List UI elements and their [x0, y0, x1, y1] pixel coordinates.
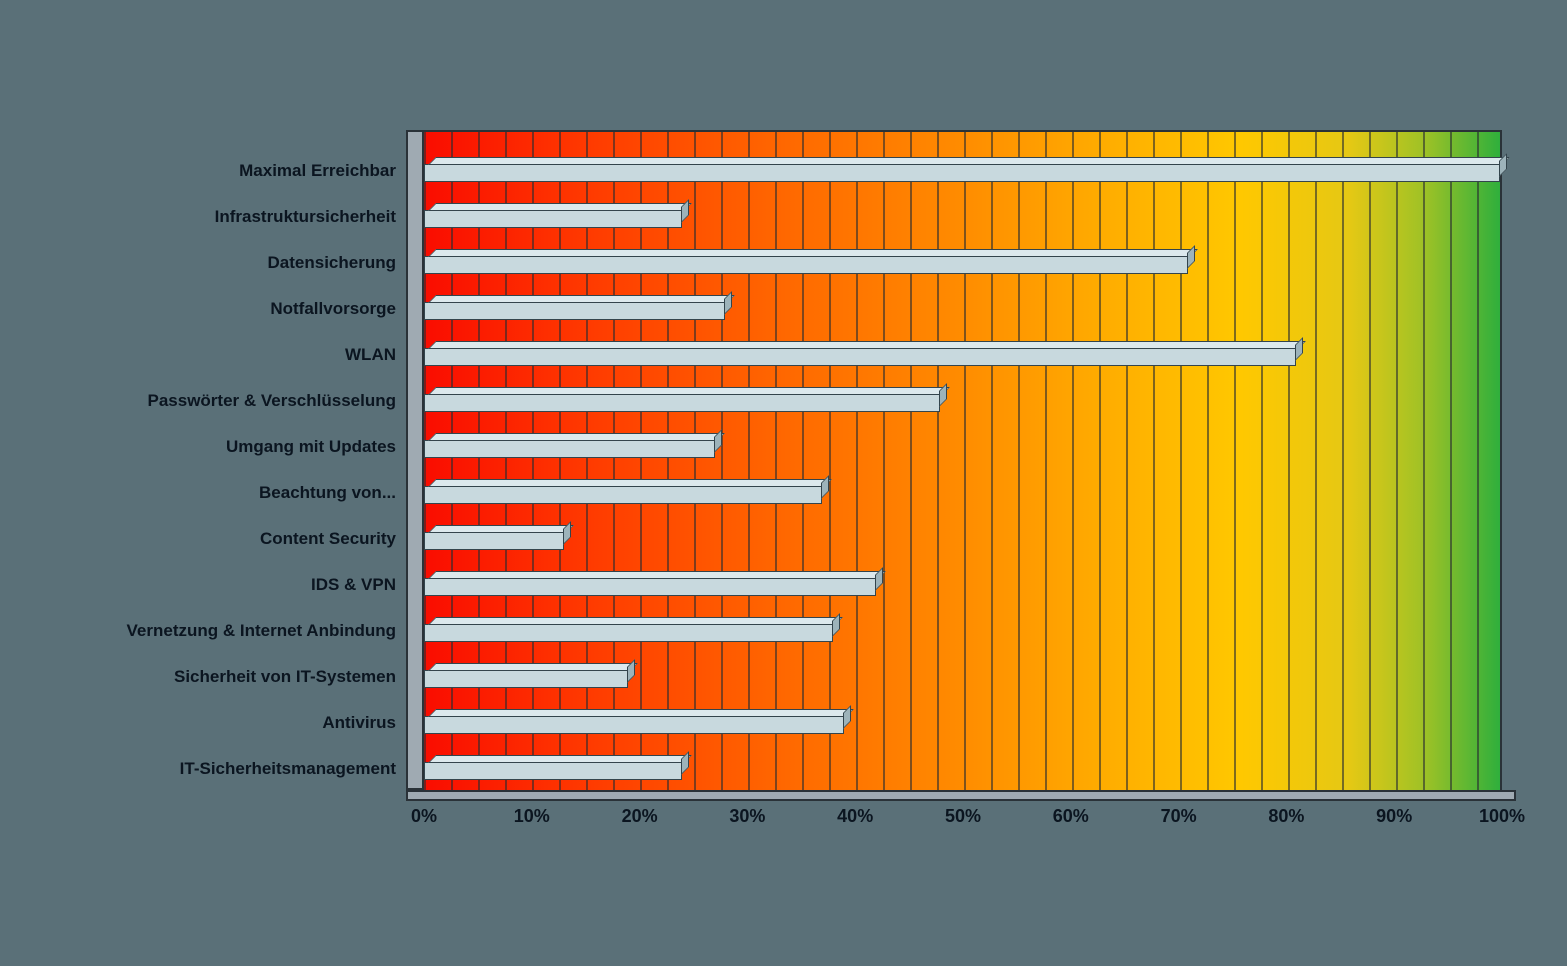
x-tick-label-20: 20%: [621, 806, 658, 826]
x-tick-label-50: 50%: [944, 806, 982, 826]
x-tick-label-80: 80%: [1268, 806, 1305, 826]
category-labels: Maximal Erreichbar Infrastruktursicherhei…: [0, 0, 410, 966]
bar-datensicherung: [424, 256, 1188, 274]
bar-wlan: [424, 348, 1296, 366]
category-label-content-security: Content Security: [259, 529, 396, 548]
category-label-umgang-mit-updates: Umgang mit Updates: [225, 437, 396, 456]
bar-it-sicherheitsmanagement: [424, 762, 683, 780]
bar-maximal-erreichbar: [424, 164, 1500, 182]
x-tick-label-0: 0%: [410, 806, 438, 826]
plot-area: [424, 130, 1502, 790]
category-label-wlan: WLAN: [345, 345, 396, 364]
bar-content-security: [424, 532, 564, 550]
category-label-it-sicherheitsmanagement: IT-Sicherheitsmanagement: [179, 759, 396, 778]
x-axis: 0% 10% 20% 30% 40% 50% 60% 70% 80% 90% 100%: [411, 806, 1525, 836]
bar-ids-vpn: [424, 578, 876, 596]
chart-floor: [406, 790, 1516, 801]
category-label-vernetzung-internet-anbindung: Vernetzung & Internet Anbindung: [126, 621, 396, 640]
x-tick-label-30: 30%: [729, 806, 766, 826]
x-tick-label-10: 10%: [513, 806, 550, 826]
category-label-beachtung-von: Beachtung von...: [259, 483, 396, 502]
category-label-antivirus: Antivirus: [322, 713, 396, 732]
x-tick-label-90: 90%: [1376, 806, 1413, 826]
bar-umgang-mit-updates: [424, 440, 715, 458]
category-label-infrastruktursicherheit: Infrastruktursicherheit: [214, 207, 396, 226]
category-label-datensicherung: Datensicherung: [267, 253, 396, 272]
left-wall: [406, 130, 424, 790]
category-label-ids-vpn: IDS & VPN: [310, 575, 396, 594]
x-tick-label-100: 100%: [1478, 806, 1526, 826]
category-label-sicherheit-von-it-systemen: Sicherheit von IT-Systemen: [173, 667, 396, 686]
category-label-notfallvorsorge: Notfallvorsorge: [270, 299, 396, 318]
bar-antivirus: [424, 716, 844, 734]
category-label-passw-rter-verschl-sselung: Passwörter & Verschlüsselung: [147, 391, 397, 410]
x-tick-label-60: 60%: [1052, 806, 1089, 826]
bar-beachtung-von: [424, 486, 823, 504]
bar-infrastruktursicherheit: [424, 210, 683, 228]
category-label-maximal-erreichbar: Maximal Erreichbar: [239, 161, 396, 180]
bar-notfallvorsorge: [424, 302, 726, 320]
x-tick-label-70: 70%: [1160, 806, 1197, 826]
x-tick-label-40: 40%: [837, 806, 874, 826]
bar-vernetzung-internet-anbindung: [424, 624, 833, 642]
bar-sicherheit-von-it-systemen: [424, 670, 629, 688]
bar-passw-rter-verschl-sselung: [424, 394, 941, 412]
